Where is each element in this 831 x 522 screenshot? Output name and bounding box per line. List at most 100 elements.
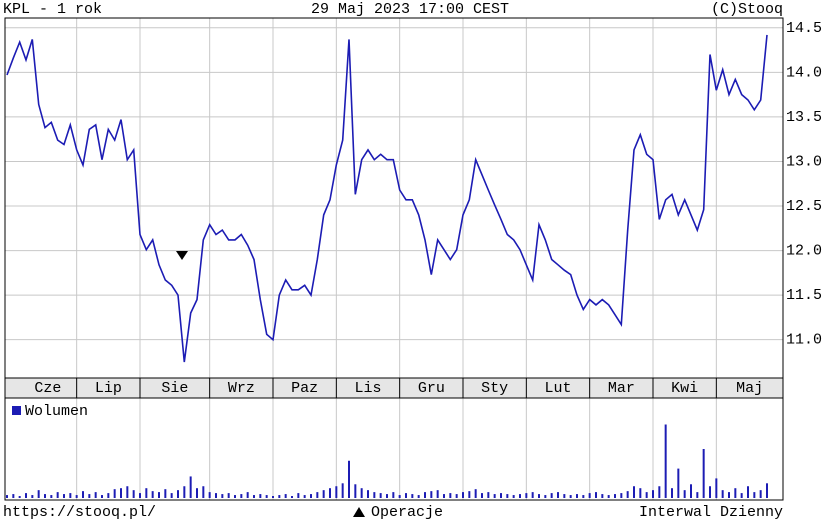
volume-bar xyxy=(126,486,129,498)
volume-bar xyxy=(208,492,211,498)
operation-marker xyxy=(176,251,188,260)
volume-bar xyxy=(721,490,724,498)
y-tick-label: 11.0 xyxy=(786,332,822,349)
volume-bar xyxy=(582,495,585,498)
volume-bar xyxy=(63,494,65,498)
volume-bar xyxy=(417,495,420,498)
volume-bar xyxy=(297,493,300,498)
volume-bar xyxy=(449,493,452,498)
volume-bar xyxy=(677,468,680,498)
volume-bar xyxy=(569,495,572,498)
volume-bar xyxy=(335,486,338,498)
volume-bar xyxy=(645,492,648,498)
volume-bar xyxy=(50,495,53,498)
operation-icon xyxy=(353,507,365,517)
volume-bar xyxy=(170,493,173,498)
volume-bar xyxy=(25,493,27,498)
volume-bar xyxy=(88,494,91,498)
volume-bar xyxy=(500,493,502,498)
volume-bar xyxy=(430,491,433,498)
volume-bar xyxy=(158,492,160,498)
volume-bar xyxy=(221,494,224,498)
volume-bar xyxy=(354,484,357,498)
volume-bar xyxy=(607,495,610,498)
volume-bar xyxy=(614,494,616,498)
volume-bar xyxy=(367,490,369,498)
volume-bar xyxy=(664,424,667,498)
volume-bar xyxy=(75,495,78,498)
plot xyxy=(6,34,768,498)
volume-bar xyxy=(734,488,737,498)
volume-bar xyxy=(189,476,192,498)
volume-bar xyxy=(196,488,198,498)
grid xyxy=(5,18,783,500)
x-tick-label: Paz xyxy=(291,380,318,397)
volume-bar xyxy=(303,495,306,498)
volume-bar xyxy=(576,494,578,498)
volume-bar xyxy=(766,483,768,498)
volume-bar xyxy=(506,494,509,498)
y-tick-label: 13.5 xyxy=(786,109,822,126)
volume-bar xyxy=(341,483,344,498)
volume-bar xyxy=(512,495,515,498)
timestamp: 29 Maj 2023 17:00 CEST xyxy=(311,1,509,18)
volume-bar xyxy=(474,489,477,498)
volume-bar xyxy=(234,495,236,498)
volume-bar xyxy=(246,492,249,498)
x-tick-label: Mar xyxy=(608,380,635,397)
volume-bar xyxy=(633,486,635,498)
volume-bar xyxy=(240,494,243,498)
volume-bar xyxy=(322,490,325,498)
volume-bar xyxy=(37,490,40,498)
volume-bar xyxy=(740,493,743,498)
chart-title: KPL - 1 rok xyxy=(3,1,102,18)
volume-bar xyxy=(481,493,483,498)
y-tick-label: 14.0 xyxy=(786,64,822,81)
volume-bar xyxy=(487,492,490,498)
volume-bar xyxy=(538,494,540,498)
volume-bar xyxy=(519,494,521,498)
volume-bar xyxy=(145,488,148,498)
volume-bar xyxy=(329,488,331,498)
month-band xyxy=(5,378,783,398)
x-tick-label: Wrz xyxy=(228,380,255,397)
x-tick-label: Kwi xyxy=(671,380,698,397)
volume-bar xyxy=(411,494,414,498)
y-tick-label: 13.0 xyxy=(786,153,822,170)
x-tick-label: Gru xyxy=(418,380,445,397)
volume-bar xyxy=(658,486,661,498)
volume-bar xyxy=(360,488,363,498)
volume-bar xyxy=(709,486,711,498)
volume-bar xyxy=(715,478,718,498)
volume-bar xyxy=(107,493,110,498)
volume-bar xyxy=(531,492,534,498)
y-tick-label: 12.0 xyxy=(786,243,822,260)
volume-bar xyxy=(405,493,407,498)
volume-bar xyxy=(164,489,167,498)
volume-bar xyxy=(284,494,287,498)
volume-bar xyxy=(671,488,673,498)
x-tick-label: Cze xyxy=(34,380,61,397)
y-tick-label: 11.5 xyxy=(786,287,822,304)
x-tick-label: Lut xyxy=(544,380,571,397)
volume-bar xyxy=(747,486,749,498)
volume-bar xyxy=(544,495,547,498)
volume-bar xyxy=(462,492,464,498)
volume-bar xyxy=(588,493,591,498)
x-tick-label: Lis xyxy=(354,380,381,397)
volume-bar xyxy=(94,492,97,498)
volume-bar xyxy=(265,495,268,498)
volume-bar xyxy=(113,489,116,498)
volume-bar xyxy=(101,495,103,498)
volume-bar xyxy=(291,496,293,498)
footer-operations[interactable]: Operacje xyxy=(371,504,443,521)
volume-bar xyxy=(601,494,604,498)
legend-swatch xyxy=(12,406,21,415)
volume-bar xyxy=(563,494,566,498)
volume-bar xyxy=(82,491,84,498)
volume-bar xyxy=(151,491,154,498)
volume-bar xyxy=(44,494,46,498)
footer-link[interactable]: https://stooq.pl/ xyxy=(3,504,156,521)
